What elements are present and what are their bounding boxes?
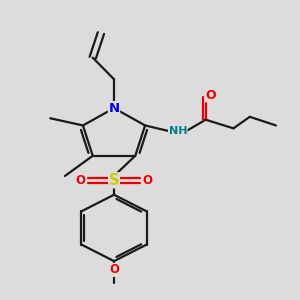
Text: O: O [143,174,153,187]
Text: O: O [109,263,119,276]
Text: O: O [75,174,85,187]
Text: NH: NH [169,126,187,136]
Text: O: O [205,89,216,102]
Text: N: N [108,102,120,115]
Text: S: S [109,173,119,188]
